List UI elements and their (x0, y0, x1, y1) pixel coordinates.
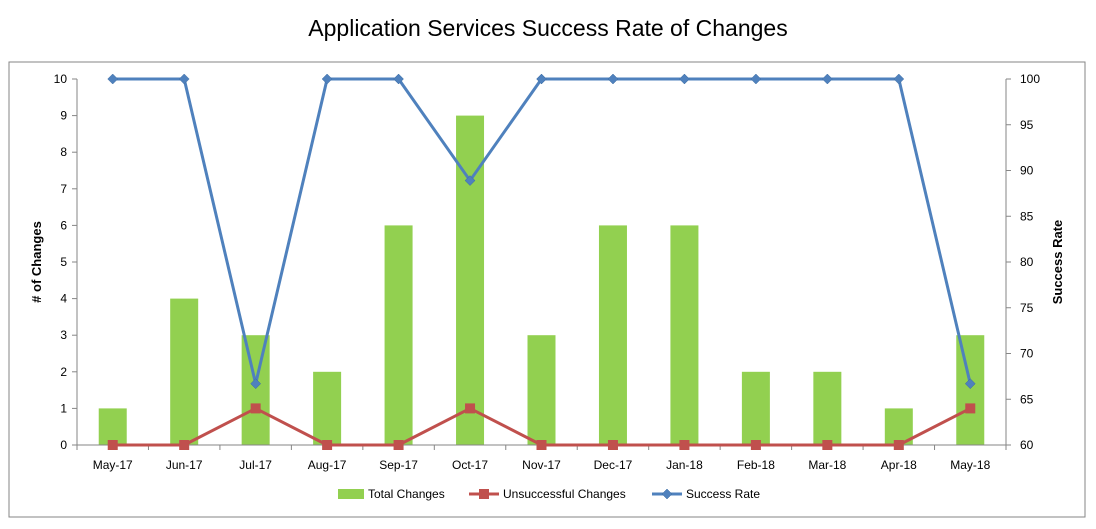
point-success-rate (607, 73, 619, 85)
point-success-rate (893, 73, 905, 85)
y-tick-label-left: 2 (60, 365, 67, 379)
bar-total-changes (170, 298, 199, 445)
point-success-rate (393, 73, 404, 85)
x-tick-label: Dec-17 (594, 458, 633, 472)
point-unsuccessful-changes (322, 440, 333, 450)
point-success-rate (178, 73, 190, 85)
y-tick-label-right: 100 (1020, 72, 1040, 86)
x-tick-label: Jan-18 (666, 458, 703, 472)
x-tick-label: Oct-17 (452, 458, 488, 472)
lines-layer (107, 73, 976, 450)
legend: Total Changes Unsuccessful Changes Success… (338, 487, 760, 501)
y-tick-label-left: 3 (60, 328, 67, 342)
legend-marker-unsuccessful-changes (479, 489, 489, 499)
labels-layer: 0 1 2 3 4 5 6 7 8 9 10 60 65 70 75 80 85 90 95 100 May-17 Jun… (29, 72, 1065, 472)
y-tick-label-left: 7 (60, 182, 67, 196)
point-unsuccessful-changes (965, 403, 976, 414)
y-tick-label-right: 95 (1020, 118, 1034, 132)
bar-total-changes (813, 371, 842, 445)
bar-total-changes (670, 225, 699, 445)
point-success-rate (250, 378, 262, 390)
x-tick-label: May-18 (950, 458, 990, 472)
point-success-rate (536, 73, 547, 85)
point-success-rate (964, 378, 976, 390)
x-tick-label: Mar-18 (808, 458, 846, 472)
point-unsuccessful-changes (893, 440, 904, 450)
bar-total-changes (456, 115, 485, 445)
chart-title: Application Services Success Rate of Cha… (308, 15, 788, 41)
y-tick-label-right: 85 (1020, 209, 1034, 223)
y-tick-label-left: 9 (60, 109, 67, 123)
y-tick-label-left: 4 (60, 292, 67, 306)
x-tick-label: Nov-17 (522, 458, 561, 472)
legend-swatch-total-changes (338, 489, 364, 499)
y-axis-title-right: Success Rate (1050, 220, 1065, 305)
bar-total-changes (98, 408, 127, 445)
legend-label-unsuccessful-changes: Unsuccessful Changes (503, 487, 626, 501)
legend-label-total-changes: Total Changes (368, 487, 445, 501)
y-tick-label-right: 90 (1020, 164, 1034, 178)
point-unsuccessful-changes (607, 440, 618, 450)
x-tick-label: Jul-17 (239, 458, 272, 472)
bar-total-changes (313, 371, 342, 445)
point-success-rate (464, 175, 476, 186)
legend-marker-success-rate (661, 488, 673, 500)
bar-total-changes (956, 335, 985, 445)
point-success-rate (821, 73, 833, 85)
y-tick-label-right: 65 (1020, 392, 1034, 406)
point-unsuccessful-changes (536, 440, 547, 450)
bar-total-changes (241, 335, 270, 445)
y-tick-label-right: 70 (1020, 347, 1034, 361)
x-tick-label: May-17 (93, 458, 133, 472)
legend-label-success-rate: Success Rate (686, 487, 760, 501)
y-tick-label-left: 6 (60, 218, 67, 232)
point-unsuccessful-changes (107, 440, 118, 450)
point-unsuccessful-changes (679, 440, 690, 450)
y-tick-label-left: 10 (54, 72, 68, 86)
point-unsuccessful-changes (822, 440, 833, 450)
bar-total-changes (598, 225, 627, 445)
y-tick-label-right: 75 (1020, 301, 1034, 315)
point-success-rate (107, 73, 119, 85)
point-unsuccessful-changes (179, 440, 190, 450)
y-tick-label-left: 0 (60, 438, 67, 452)
point-unsuccessful-changes (250, 403, 261, 414)
point-success-rate (750, 73, 762, 85)
y-tick-label-right: 80 (1020, 255, 1034, 269)
x-tick-label: Sep-17 (379, 458, 418, 472)
chart-border (8, 61, 1086, 518)
x-tick-label: Aug-17 (308, 458, 347, 472)
bar-total-changes (527, 335, 556, 445)
bar-total-changes (741, 371, 770, 445)
y-tick-label-left: 1 (60, 401, 67, 415)
x-tick-label: Apr-18 (881, 458, 917, 472)
y-axis-title-left: # of Changes (29, 221, 44, 303)
point-unsuccessful-changes (393, 440, 404, 450)
point-unsuccessful-changes (465, 403, 476, 414)
point-success-rate (679, 73, 690, 85)
point-success-rate (321, 73, 333, 85)
x-tick-label: Jun-17 (166, 458, 203, 472)
point-unsuccessful-changes (750, 440, 761, 450)
x-tick-label: Feb-18 (737, 458, 775, 472)
bar-total-changes (384, 225, 413, 445)
y-tick-label-left: 5 (60, 255, 67, 269)
y-tick-label-left: 8 (60, 145, 67, 159)
y-tick-label-right: 60 (1020, 438, 1034, 452)
